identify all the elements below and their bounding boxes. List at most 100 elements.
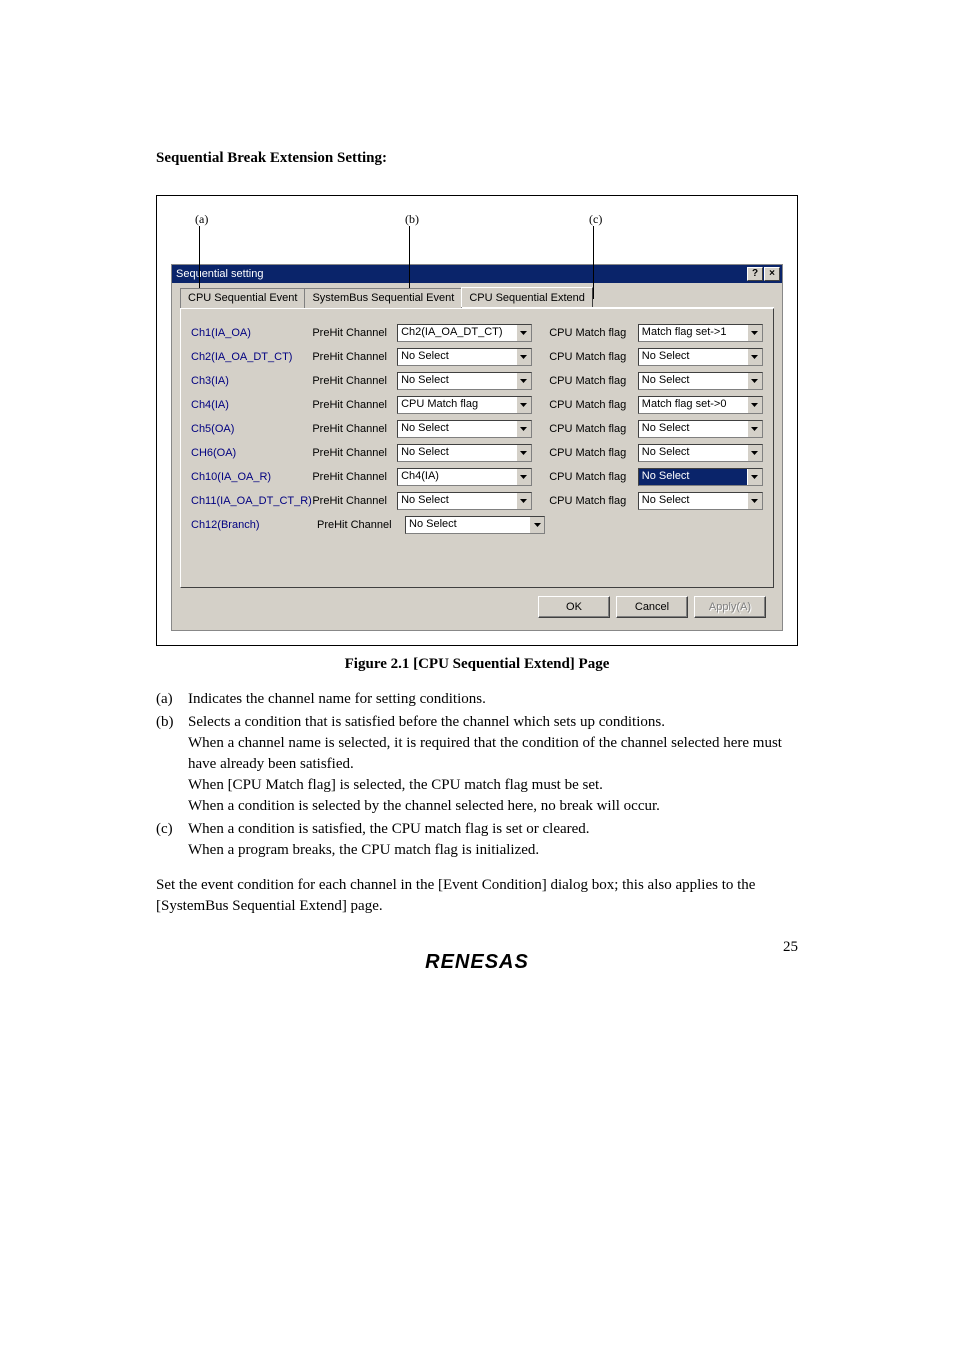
note-line: When a channel name is selected, it is r… — [188, 733, 798, 775]
dropdown[interactable]: Ch2(IA_OA_DT_CT) — [397, 324, 532, 342]
note-b-label: (b) — [156, 712, 188, 817]
setting-row: Ch2(IA_OA_DT_CT)PreHit ChannelNo SelectC… — [191, 345, 763, 369]
setting-row: Ch1(IA_OA)PreHit ChannelCh2(IA_OA_DT_CT)… — [191, 321, 763, 345]
setting-row: Ch3(IA)PreHit ChannelNo SelectCPU Match … — [191, 369, 763, 393]
chevron-down-icon[interactable] — [516, 421, 531, 437]
dropdown[interactable]: No Select — [397, 444, 532, 462]
tab-cpu-sequential-extend[interactable]: CPU Sequential Extend — [461, 287, 593, 307]
dropdown-value: No Select — [398, 493, 516, 509]
prehit-label: PreHit Channel — [312, 495, 397, 507]
prehit-select-cell: Ch4(IA) — [397, 468, 532, 486]
chevron-down-icon[interactable] — [516, 493, 531, 509]
renesas-logo: RENESAS — [156, 951, 798, 974]
prehit-select-cell: Ch2(IA_OA_DT_CT) — [397, 324, 532, 342]
chevron-down-icon[interactable] — [516, 469, 531, 485]
prehit-select-cell: No Select — [397, 492, 532, 510]
dropdown-value: CPU Match flag — [398, 397, 516, 413]
prehit-label: PreHit Channel — [312, 375, 397, 387]
matchflag-select-cell: No Select — [638, 372, 763, 390]
dropdown-value: No Select — [639, 445, 747, 461]
ok-button[interactable]: OK — [538, 596, 610, 618]
note-c-label: (c) — [156, 819, 188, 861]
chevron-down-icon[interactable] — [516, 445, 531, 461]
chevron-down-icon[interactable] — [747, 445, 762, 461]
dropdown[interactable]: No Select — [638, 348, 763, 366]
prehit-select-cell: CPU Match flag — [397, 396, 532, 414]
dropdown[interactable]: Ch4(IA) — [397, 468, 532, 486]
tab-systembus-sequential-event[interactable]: SystemBus Sequential Event — [304, 288, 462, 308]
chevron-down-icon[interactable] — [747, 469, 762, 485]
setting-row: Ch10(IA_OA_R)PreHit ChannelCh4(IA)CPU Ma… — [191, 465, 763, 489]
dropdown[interactable]: No Select — [397, 372, 532, 390]
matchflag-select-cell: Match flag set->0 — [638, 396, 763, 414]
figure-caption: Figure 2.1 [CPU Sequential Extend] Page — [156, 656, 798, 673]
dialog-title: Sequential setting — [176, 268, 747, 280]
section-title: Sequential Break Extension Setting: — [156, 150, 798, 167]
setting-row: Ch5(OA)PreHit ChannelNo SelectCPU Match … — [191, 417, 763, 441]
prehit-label: PreHit Channel — [312, 447, 397, 459]
prehit-label: PreHit Channel — [312, 471, 397, 483]
chevron-down-icon[interactable] — [747, 493, 762, 509]
note-line: When a program breaks, the CPU match fla… — [188, 840, 798, 861]
setting-row: Ch4(IA)PreHit ChannelCPU Match flagCPU M… — [191, 393, 763, 417]
figure-container: (a) (b) (c) Sequential setting ? × CPU S… — [156, 195, 798, 646]
chevron-down-icon[interactable] — [747, 349, 762, 365]
matchflag-select-cell: Match flag set->1 — [638, 324, 763, 342]
dropdown-value: No Select — [639, 421, 747, 437]
dropdown-value: Ch2(IA_OA_DT_CT) — [398, 325, 516, 341]
prehit-label: PreHit Channel — [312, 399, 397, 411]
dropdown[interactable]: Match flag set->1 — [638, 324, 763, 342]
dropdown[interactable]: CPU Match flag — [397, 396, 532, 414]
prehit-select-cell: No Select — [397, 372, 532, 390]
chevron-down-icon[interactable] — [516, 373, 531, 389]
dropdown[interactable]: No Select — [405, 516, 545, 534]
tab-cpu-sequential-event[interactable]: CPU Sequential Event — [180, 288, 305, 308]
dropdown[interactable]: No Select — [638, 372, 763, 390]
prehit-select-cell: No Select — [397, 444, 532, 462]
chevron-down-icon[interactable] — [747, 397, 762, 413]
help-button[interactable]: ? — [747, 267, 763, 281]
chevron-down-icon[interactable] — [516, 325, 531, 341]
note-a-text: Indicates the channel name for setting c… — [188, 689, 798, 710]
matchflag-select-cell: No Select — [638, 444, 763, 462]
indicator-row: (a) (b) (c) — [171, 212, 783, 264]
prehit-select-cell: No Select — [405, 516, 545, 534]
matchflag-label: CPU Match flag — [549, 471, 638, 483]
matchflag-select-cell: No Select — [638, 468, 763, 486]
dropdown[interactable]: No Select — [638, 420, 763, 438]
chevron-down-icon[interactable] — [747, 373, 762, 389]
dropdown[interactable]: No Select — [638, 468, 763, 486]
chevron-down-icon[interactable] — [516, 397, 531, 413]
note-c-text: When a condition is satisfied, the CPU m… — [188, 819, 798, 861]
dropdown[interactable]: Match flag set->0 — [638, 396, 763, 414]
matchflag-label: CPU Match flag — [549, 447, 638, 459]
chevron-down-icon[interactable] — [747, 421, 762, 437]
channel-name: Ch3(IA) — [191, 375, 312, 387]
dropdown-value: No Select — [398, 349, 516, 365]
note-line: When a condition is selected by the chan… — [188, 796, 798, 817]
setting-row: CH6(OA)PreHit ChannelNo SelectCPU Match … — [191, 441, 763, 465]
indicator-b: (b) — [405, 212, 419, 227]
dropdown[interactable]: No Select — [638, 444, 763, 462]
dropdown[interactable]: No Select — [397, 492, 532, 510]
note-b-text: Selects a condition that is satisfied be… — [188, 712, 798, 817]
dropdown[interactable]: No Select — [397, 420, 532, 438]
dropdown[interactable]: No Select — [397, 348, 532, 366]
page-number: 25 — [783, 939, 798, 956]
titlebar: Sequential setting ? × — [172, 265, 782, 283]
apply-button[interactable]: Apply(A) — [694, 596, 766, 618]
chevron-down-icon[interactable] — [529, 517, 544, 533]
chevron-down-icon[interactable] — [747, 325, 762, 341]
dropdown-value: No Select — [398, 373, 516, 389]
matchflag-label: CPU Match flag — [549, 327, 638, 339]
prehit-select-cell: No Select — [397, 348, 532, 366]
close-button[interactable]: × — [764, 267, 780, 281]
matchflag-select-cell: No Select — [638, 420, 763, 438]
tab-panel: Ch1(IA_OA)PreHit ChannelCh2(IA_OA_DT_CT)… — [180, 308, 774, 588]
dropdown-value: Match flag set->0 — [639, 397, 747, 413]
chevron-down-icon[interactable] — [516, 349, 531, 365]
channel-name: Ch4(IA) — [191, 399, 312, 411]
cancel-button[interactable]: Cancel — [616, 596, 688, 618]
matchflag-select-cell: No Select — [638, 492, 763, 510]
dropdown[interactable]: No Select — [638, 492, 763, 510]
